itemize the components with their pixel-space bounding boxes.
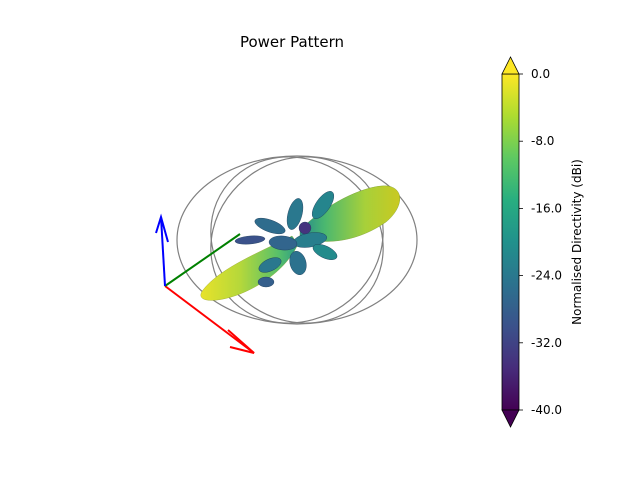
side-lobe (286, 198, 304, 230)
colorbar-tick-label: -40.0 (531, 403, 562, 417)
radiation-pattern (200, 185, 400, 301)
side-lobe (311, 191, 335, 219)
side-lobe (234, 235, 266, 245)
side-lobe (258, 257, 282, 273)
z-axis-arrow (160, 216, 166, 287)
side-lobe (289, 251, 307, 275)
colorbar-extend-bottom (501, 409, 520, 428)
colorbar-tick-label: -16.0 (531, 201, 562, 215)
colorbar-tick-label: 0.0 (531, 67, 550, 81)
x-axis-arrowhead (227, 329, 255, 354)
reference-ring (210, 156, 384, 324)
chart-title: Power Pattern (239, 33, 345, 51)
axes-triad (155, 213, 255, 354)
side-lobe (312, 244, 338, 260)
colorbar-extend-top (501, 56, 520, 75)
colorbar: 0.0 -8.0 -16.0 -24.0 -32.0 -40.0 Normalised D… (501, 56, 584, 428)
colorbar-label: Normalised Directivity (dBi) (570, 159, 584, 325)
side-lobe (254, 217, 286, 235)
side-lobes (234, 191, 338, 288)
side-lobe (257, 276, 275, 288)
colorbar-gradient (501, 73, 520, 411)
z-axis-arrowhead (155, 213, 169, 243)
colorbar-tick-label: -8.0 (531, 134, 554, 148)
main-lobe-front (200, 235, 299, 301)
colorbar-tick-label: -32.0 (531, 336, 562, 350)
side-lobe (268, 235, 298, 251)
side-lobe (298, 221, 312, 235)
x-axis-arrow (164, 285, 255, 354)
colorbar-tick-label: -24.0 (531, 269, 562, 283)
y-axis-arrow (164, 233, 241, 287)
reference-ring (176, 155, 418, 325)
